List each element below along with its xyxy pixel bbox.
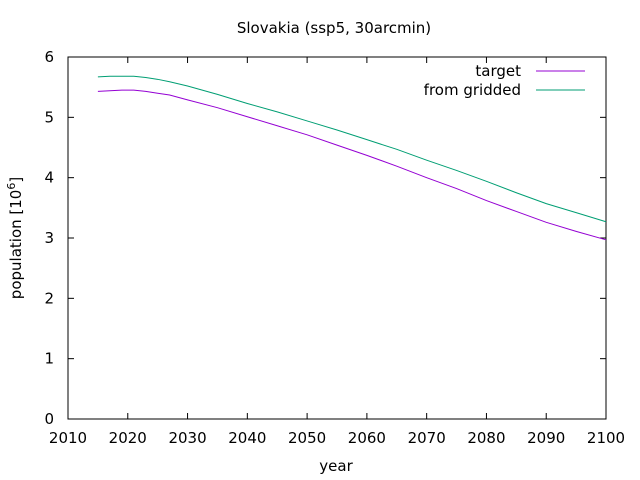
legend: target from gridded xyxy=(424,62,585,99)
y-axis-ticks: 0 1 2 3 4 5 6 xyxy=(44,48,606,428)
series-lines xyxy=(97,75,607,241)
y-axis-label: population [106] xyxy=(5,177,26,299)
x-tick-label: 2040 xyxy=(228,429,266,447)
legend-label-target: target xyxy=(475,62,521,80)
chart-title: Slovakia (ssp5, 30arcmin) xyxy=(237,19,431,37)
y-tick-label: 4 xyxy=(44,169,54,187)
x-tick-label: 2090 xyxy=(527,429,565,447)
x-tick-label: 2080 xyxy=(467,429,505,447)
x-tick-label: 2030 xyxy=(168,429,206,447)
y-tick-label: 1 xyxy=(44,350,54,368)
y-tick-label: 5 xyxy=(44,108,54,126)
x-tick-label: 2070 xyxy=(408,429,446,447)
y-tick-label: 3 xyxy=(44,229,54,247)
x-tick-label: 2060 xyxy=(348,429,386,447)
series-line-target xyxy=(97,89,607,241)
x-axis-label: year xyxy=(319,457,353,475)
y-tick-label: 0 xyxy=(44,410,54,428)
y-tick-label: 2 xyxy=(44,289,54,307)
x-axis-ticks: 2010 2020 2030 2040 2050 2060 2070 2080 2090 2100 xyxy=(49,57,625,447)
y-axis-label-text: population [10 xyxy=(7,190,25,300)
plot-frame xyxy=(67,56,607,420)
x-tick-label: 2100 xyxy=(587,429,625,447)
x-tick-label: 2050 xyxy=(288,429,326,447)
y-tick-label: 6 xyxy=(44,48,54,66)
plot-axes xyxy=(67,56,607,420)
series-line-from-gridded xyxy=(97,75,607,223)
x-tick-label: 2020 xyxy=(109,429,147,447)
y-axis-label-exponent: 6 xyxy=(5,183,18,190)
x-tick-label: 2010 xyxy=(49,429,87,447)
legend-label-from-gridded: from gridded xyxy=(424,81,521,99)
y-axis-label-suffix: ] xyxy=(7,177,25,183)
